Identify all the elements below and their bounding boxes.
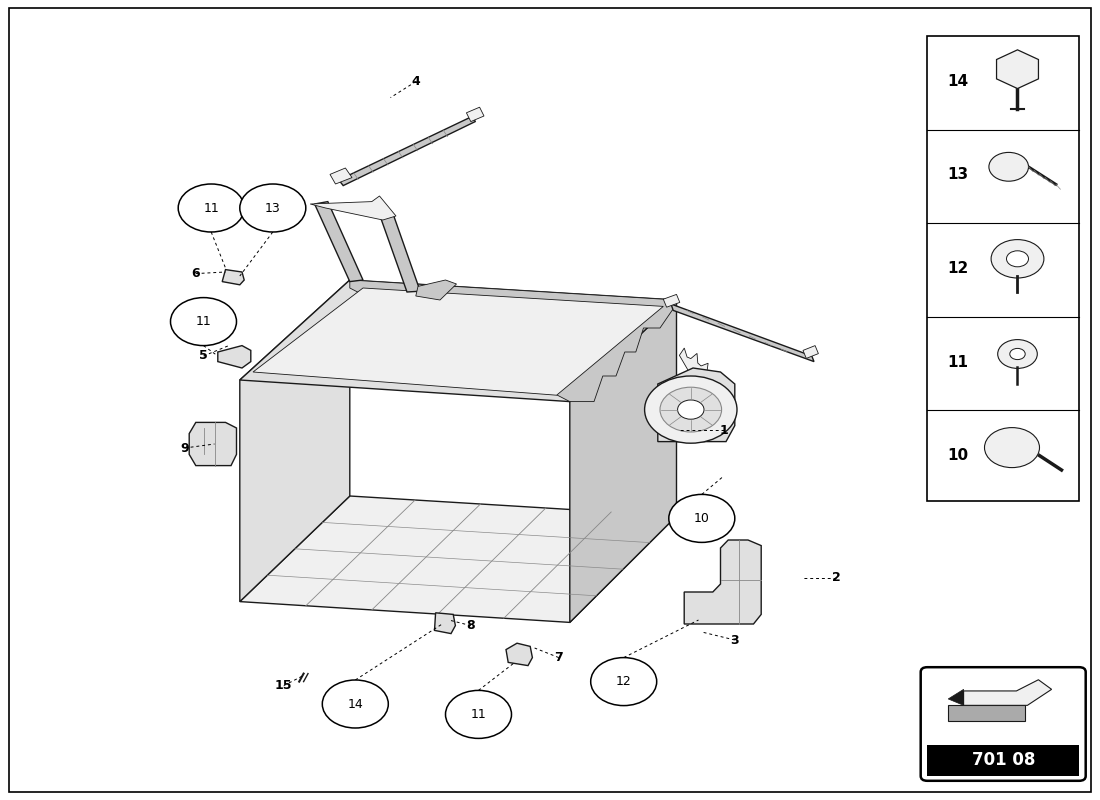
Polygon shape [189, 422, 236, 466]
Circle shape [446, 690, 512, 738]
Circle shape [989, 153, 1028, 182]
Circle shape [998, 340, 1037, 369]
Polygon shape [684, 540, 761, 624]
Polygon shape [240, 280, 350, 602]
Polygon shape [222, 270, 244, 285]
Text: 2: 2 [832, 571, 840, 584]
Polygon shape [434, 613, 455, 634]
Polygon shape [658, 368, 735, 442]
Polygon shape [240, 280, 676, 402]
Text: 9: 9 [180, 442, 189, 454]
Text: 14: 14 [947, 74, 968, 89]
Polygon shape [315, 202, 363, 282]
Text: 13: 13 [265, 202, 280, 214]
Polygon shape [663, 294, 680, 307]
Polygon shape [803, 346, 818, 358]
Polygon shape [948, 706, 1025, 722]
Text: 11: 11 [947, 354, 968, 370]
Circle shape [322, 680, 388, 728]
Text: 701 08: 701 08 [971, 751, 1035, 770]
Circle shape [178, 184, 244, 232]
Polygon shape [240, 496, 676, 622]
Circle shape [660, 387, 722, 432]
Polygon shape [350, 328, 473, 380]
Polygon shape [948, 690, 964, 706]
Circle shape [1010, 349, 1025, 360]
Polygon shape [506, 643, 532, 666]
Circle shape [669, 494, 735, 542]
Text: 3: 3 [730, 634, 739, 646]
Circle shape [591, 658, 657, 706]
Text: 10: 10 [694, 512, 710, 525]
Text: 11: 11 [196, 315, 211, 328]
Text: 12: 12 [947, 261, 968, 276]
Text: 8: 8 [466, 619, 475, 632]
Text: 14: 14 [348, 698, 363, 710]
Text: 6: 6 [191, 267, 200, 280]
Polygon shape [964, 680, 1052, 706]
Circle shape [240, 184, 306, 232]
Circle shape [170, 298, 236, 346]
Circle shape [984, 427, 1040, 467]
Polygon shape [381, 216, 420, 292]
Polygon shape [997, 50, 1038, 89]
Text: 11: 11 [204, 202, 219, 214]
Text: 12: 12 [616, 675, 631, 688]
Polygon shape [350, 280, 676, 402]
Bar [927, 36, 1079, 501]
Text: 10: 10 [947, 448, 968, 463]
Polygon shape [680, 348, 724, 428]
FancyBboxPatch shape [921, 667, 1086, 781]
Text: 13: 13 [947, 167, 968, 182]
Text: 7: 7 [554, 651, 563, 664]
Polygon shape [218, 346, 251, 368]
Circle shape [991, 239, 1044, 278]
Text: 11: 11 [471, 708, 486, 721]
Text: 4: 4 [411, 75, 420, 88]
Polygon shape [570, 300, 676, 622]
Polygon shape [310, 196, 396, 220]
Text: 5: 5 [199, 350, 208, 362]
Bar [927, 745, 1079, 776]
Polygon shape [330, 168, 352, 184]
Text: 15: 15 [275, 679, 293, 692]
Circle shape [1006, 250, 1028, 266]
Circle shape [678, 400, 704, 419]
Polygon shape [671, 304, 814, 362]
Polygon shape [253, 288, 663, 395]
Text: 1: 1 [719, 424, 728, 437]
Circle shape [645, 376, 737, 443]
Polygon shape [416, 280, 456, 300]
Polygon shape [339, 116, 475, 186]
Polygon shape [466, 107, 484, 122]
